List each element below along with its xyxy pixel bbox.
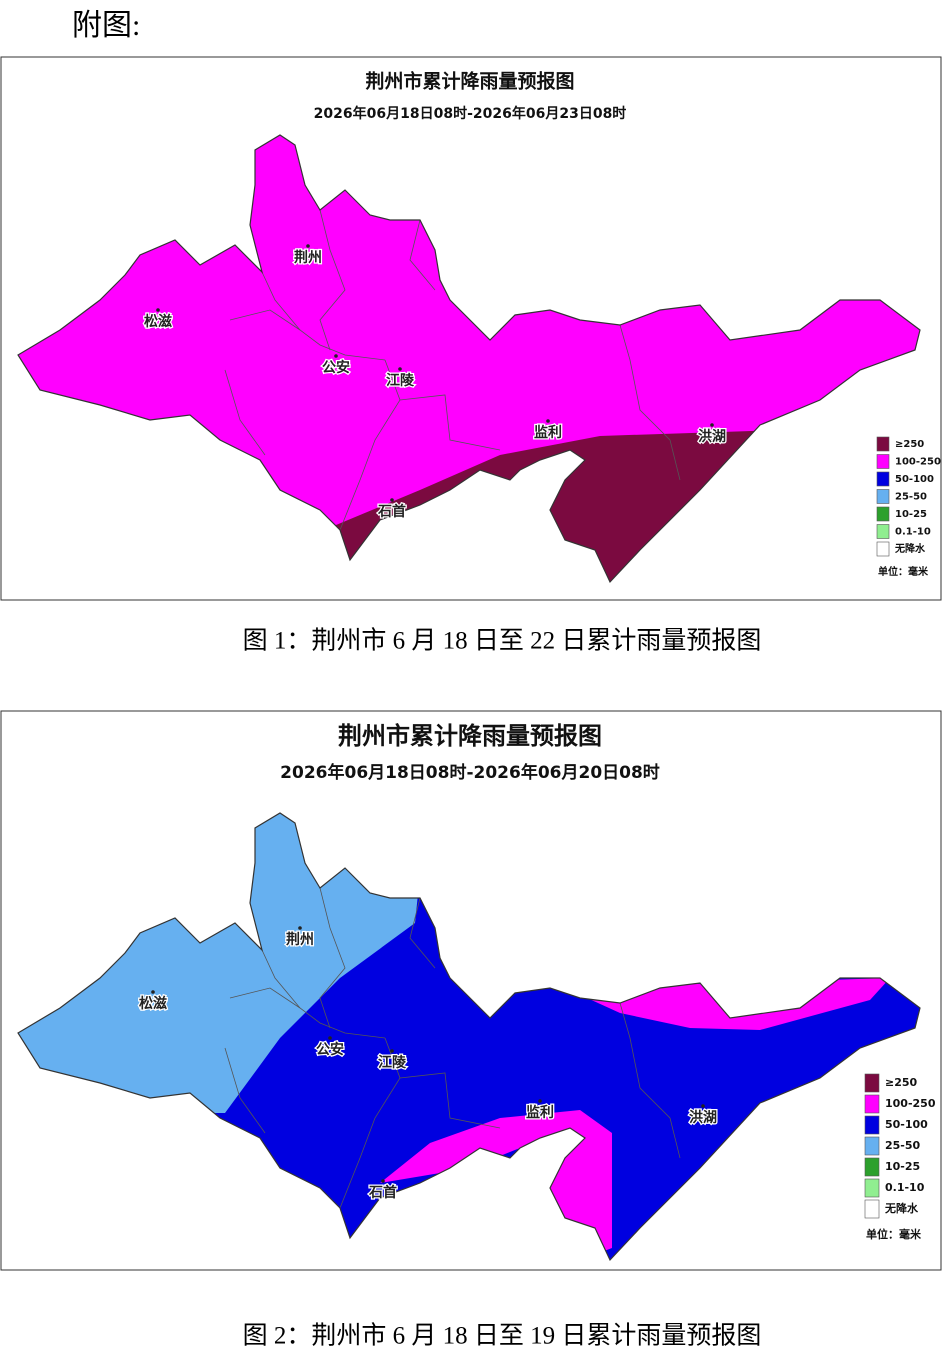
figure: 荆州市累计降雨量预报图 2026年06月18日08时-2026年06月20日08时… [0, 710, 942, 1350]
city-label: 江陵 [386, 372, 415, 389]
city-dot [334, 354, 338, 358]
legend-swatch [876, 436, 890, 452]
map-subtitle: 2026年06月18日08时-2026年06月20日08时 [280, 762, 660, 783]
legend-label: 无降水 [894, 542, 926, 555]
city-label: 石首 [368, 1184, 397, 1201]
county-border [339, 359, 401, 531]
legend-label: ≥250 [895, 439, 924, 450]
legend-label: 10-25 [885, 1160, 920, 1173]
map-region [18, 813, 920, 1260]
legend-label: ≥250 [885, 1076, 918, 1089]
legend-label: 0.1-10 [895, 527, 931, 538]
county-border [261, 271, 386, 361]
header: 附图: [72, 9, 140, 42]
city-dot [151, 990, 155, 994]
legend-label: 0.1-10 [885, 1181, 925, 1194]
city-dot [298, 926, 302, 930]
map-title: 荆州市累计降雨量预报图 [365, 70, 574, 93]
legend-label: 25-50 [895, 492, 927, 503]
map-title: 荆州市累计降雨量预报图 [338, 722, 602, 750]
legend-swatch [864, 1115, 880, 1135]
city-dot [546, 419, 550, 423]
city-label: 松滋 [139, 995, 167, 1012]
county-border [319, 209, 346, 351]
legend-swatch [876, 506, 890, 522]
county-border [229, 987, 301, 1009]
city-label: 监利 [526, 1104, 554, 1121]
legend-swatch [864, 1178, 880, 1198]
legend-swatch [864, 1199, 880, 1219]
city-dot [381, 1179, 385, 1183]
city-dot [306, 244, 310, 248]
figure-caption: 图 1：荆州市 6 月 18 日至 22 日累计雨量预报图 [243, 627, 762, 655]
city-label: 松滋 [144, 313, 172, 330]
city-label: 荆州 [286, 931, 314, 948]
county-border [409, 897, 436, 969]
county-border [224, 369, 266, 456]
city-label: 石首 [377, 503, 406, 520]
legend-swatch [864, 1157, 880, 1177]
map-outline [17, 134, 921, 584]
legend-swatch [864, 1136, 880, 1156]
city-label: 公安 [322, 359, 350, 376]
county-border [619, 324, 681, 481]
city-label: 江陵 [378, 1054, 407, 1071]
city-dot [710, 423, 714, 427]
legend-label: 50-100 [885, 1118, 928, 1131]
county-border [319, 887, 346, 1029]
legend-swatch [876, 489, 890, 504]
city-label: 监利 [534, 424, 562, 441]
city-dot [701, 1104, 705, 1108]
legend-label: 100-250 [895, 457, 941, 468]
legend-unit: 单位：毫米 [866, 1227, 922, 1241]
legend-label: 25-50 [885, 1139, 921, 1152]
city-dot [328, 1036, 332, 1040]
city-label: 公安 [316, 1041, 344, 1058]
county-border [229, 309, 301, 331]
county-border [224, 1047, 266, 1134]
city-dot [538, 1099, 542, 1103]
city-label: 洪湖 [689, 1109, 717, 1126]
figure: 荆州市累计降雨量预报图 2026年06月18日08时-2026年06月23日08时… [0, 56, 942, 655]
county-border [339, 1037, 401, 1209]
legend-swatch [864, 1073, 880, 1093]
legend-label: 50-100 [895, 474, 934, 485]
legend-swatch [876, 541, 890, 557]
city-label: 洪湖 [698, 428, 726, 445]
county-border [409, 219, 436, 291]
legend-swatch [876, 454, 890, 469]
legend-unit: 单位：毫米 [878, 565, 929, 578]
legend-swatch [876, 471, 890, 487]
city-label: 荆州 [294, 249, 322, 266]
map-outline [17, 812, 921, 1262]
legend-label: 10-25 [895, 509, 927, 520]
legend-label: 100-250 [885, 1097, 936, 1110]
city-dot [390, 1049, 394, 1053]
city-dot [398, 367, 402, 371]
legend-swatch [864, 1094, 880, 1114]
county-border [399, 394, 501, 451]
county-border [619, 1002, 681, 1159]
legend-swatch [876, 524, 890, 539]
county-border [399, 1072, 501, 1129]
city-dot [156, 308, 160, 312]
figure-caption: 图 2：荆州市 6 月 18 日至 19 日累计雨量预报图 [243, 1322, 762, 1350]
legend-label: 无降水 [884, 1201, 919, 1215]
map-subtitle: 2026年06月18日08时-2026年06月23日08时 [314, 105, 627, 122]
county-border [261, 949, 386, 1039]
city-dot [390, 498, 394, 502]
